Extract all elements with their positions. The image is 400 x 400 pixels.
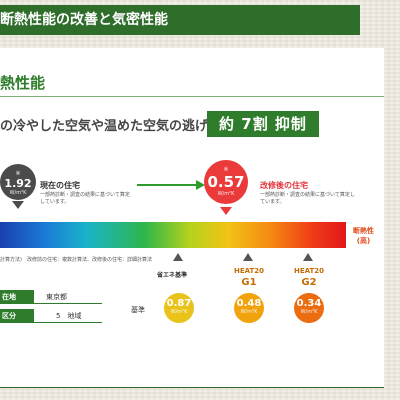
content-card: [0, 48, 384, 387]
page-header: 断熱性能の改善と気密性能: [0, 5, 360, 35]
after-house-title: 改修後の住宅: [260, 181, 308, 190]
current-value: 1.92: [4, 177, 32, 190]
info-key: 区分: [0, 309, 34, 323]
std-label-g1: HEAT20 G1: [233, 267, 265, 288]
note-mark: ※: [223, 166, 229, 173]
current-unit: W/m²K: [9, 190, 27, 196]
section-divider: [0, 96, 384, 97]
insulation-scale-bar: [0, 222, 346, 248]
std-circle-energy: 0.87 W/m²K: [164, 293, 194, 323]
arrow-right-icon: [196, 180, 205, 190]
info-underline: [34, 303, 102, 304]
info-underline: [34, 322, 102, 323]
std-label-g2: HEAT20 G2: [293, 267, 325, 288]
std-circle-g2: 0.34 W/m²K: [294, 293, 324, 323]
calc-method-note: 計算方法) 改修前の住宅：複数計算法、改修後の住宅：詳細計算法: [0, 257, 152, 263]
scale-high-label: 断熱性 (高): [353, 227, 374, 245]
section-title: 熱性能: [0, 74, 46, 92]
std-label-energy: 省エネ基準: [157, 272, 188, 279]
lead-text: の冷やした空気や温めた空気の逃げる量を: [0, 119, 248, 134]
info-key: 在地: [0, 290, 34, 304]
info-row-location: 在地 東京都: [0, 290, 110, 304]
info-value: 東京都: [46, 293, 67, 301]
current-value-circle: ※ 1.92 W/m²K: [0, 164, 36, 200]
std-circle-g1: 0.48 W/m²K: [234, 293, 264, 323]
page-title: 断熱性能の改善と気密性能: [0, 12, 168, 28]
info-value: 5 地域: [56, 312, 82, 320]
footer-divider: [0, 387, 384, 388]
current-marker-icon: [12, 201, 24, 209]
after-house-note: 一部熱診断・調査の結果に基づいて算定しています。: [260, 192, 355, 205]
improvement-arrow: [137, 184, 199, 186]
current-house-note: 一部熱診断・調査の結果に基づいて算定しています。: [40, 192, 130, 205]
standards-label: 基準: [131, 306, 145, 314]
std-marker-icon: [243, 253, 253, 261]
info-row-region: 区分 5 地域: [0, 309, 110, 323]
reduction-badge: 約 7割 抑制: [207, 111, 319, 137]
current-house-title: 現在の住宅: [40, 181, 80, 190]
after-marker-icon: [220, 207, 232, 215]
after-value-circle: ※ 0.57 W/m²K: [204, 160, 248, 204]
std-marker-icon: [303, 253, 313, 261]
std-marker-icon: [173, 253, 183, 261]
note-mark: ※: [15, 170, 21, 177]
after-unit: W/m²K: [217, 191, 235, 197]
after-value: 0.57: [207, 173, 245, 191]
